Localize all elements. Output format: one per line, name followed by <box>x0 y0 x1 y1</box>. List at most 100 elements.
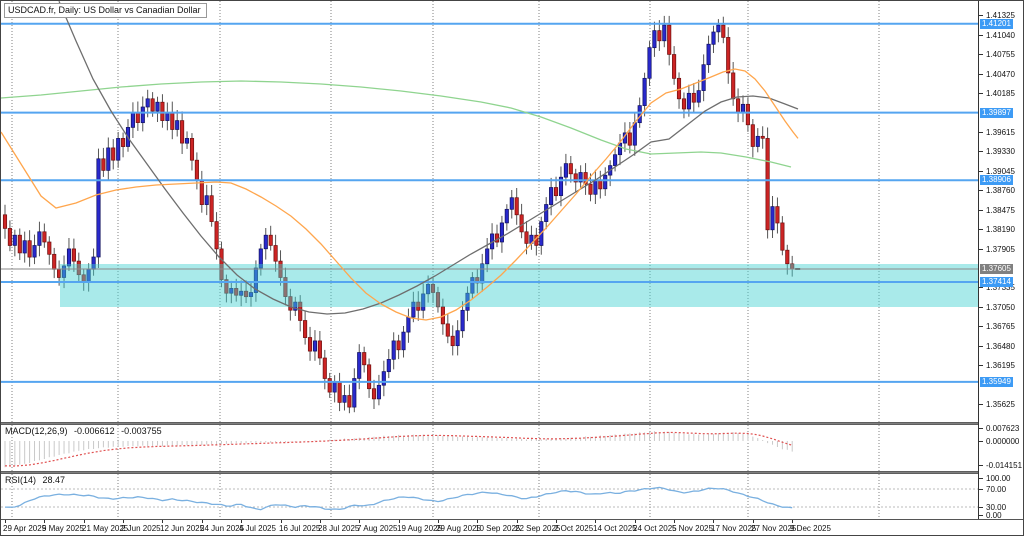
candle-body <box>32 245 37 258</box>
candle-body <box>116 138 121 161</box>
time-tick <box>44 520 45 523</box>
ma-slow-green-line <box>1 80 792 168</box>
candle-body <box>52 253 57 270</box>
candle-body <box>681 98 687 110</box>
candle-body <box>765 138 770 231</box>
candle-body <box>499 222 504 243</box>
candle-body <box>71 248 76 262</box>
price-tick-label: 1.40185 <box>986 89 1015 98</box>
candle-body <box>263 234 268 250</box>
time-tick <box>713 520 714 523</box>
price-tick-label: 1.40755 <box>986 50 1015 59</box>
price-tick <box>979 507 983 508</box>
candle-body <box>426 283 431 295</box>
candle-body <box>755 135 760 147</box>
sr-zone-rectangle <box>60 264 978 307</box>
candle-body <box>583 172 588 185</box>
candle-body <box>711 31 716 45</box>
candle-body <box>460 309 465 332</box>
chart-title: USDCAD.fr, Daily: US Dollar vs Canadian … <box>4 3 207 18</box>
candle-body <box>317 340 322 359</box>
candle-body <box>121 138 126 147</box>
candle-body <box>613 154 618 166</box>
candle-body <box>2 214 8 229</box>
rsi-pane[interactable] <box>1 474 978 519</box>
candle-body <box>150 98 155 112</box>
candle-body <box>170 112 175 130</box>
candle-body <box>627 132 632 146</box>
time-tick <box>5 520 6 523</box>
time-tick <box>281 520 282 523</box>
candle-body <box>716 24 721 33</box>
candle-body <box>750 124 755 147</box>
candle-body <box>731 72 736 100</box>
price-axis[interactable]: 1.41325 1.41040 1.40755 1.40470 1.40185 1.396… <box>978 1 1023 520</box>
candle-body <box>184 138 190 144</box>
price-tick-label: 0.000000 <box>986 437 1020 446</box>
time-tick-label: 5 Nov 2025 <box>672 524 713 533</box>
time-tick <box>399 520 400 523</box>
time-tick-label: 17 Nov 2025 <box>711 524 757 533</box>
candle-body <box>66 248 72 267</box>
price-tick <box>979 478 983 479</box>
price-tick <box>979 249 983 250</box>
candle-body <box>657 30 662 42</box>
candle-body <box>37 231 42 246</box>
main-price-pane[interactable] <box>1 1 978 422</box>
candle-body <box>27 240 32 258</box>
candle-body <box>568 163 573 175</box>
candle-body <box>553 187 559 197</box>
price-tick <box>979 287 983 288</box>
candle-body <box>524 231 529 244</box>
candle-body <box>662 24 667 42</box>
candle-body <box>101 158 106 171</box>
price-tick <box>979 190 983 191</box>
time-tick <box>635 520 636 523</box>
time-tick-label: 9 May 2025 <box>42 524 84 533</box>
macd-pane[interactable] <box>1 425 978 471</box>
time-tick <box>241 520 242 523</box>
price-tick <box>979 229 983 230</box>
candle-body <box>204 195 209 205</box>
price-tick <box>979 210 983 211</box>
rsi-value: 28.47 <box>42 475 66 485</box>
candle-body <box>672 54 677 79</box>
price-tick <box>979 151 983 152</box>
price-tick-label: 100.00 <box>986 474 1011 483</box>
pane-separator-1[interactable] <box>1 422 1023 425</box>
candle-body <box>155 101 160 112</box>
price-tick-label: 1.38760 <box>986 186 1015 195</box>
sr-price-tag: 1.35949 <box>980 377 1013 387</box>
price-tick-label: 1.37905 <box>986 245 1015 254</box>
price-tick <box>979 15 983 16</box>
candle-body <box>740 103 746 113</box>
price-tick-label: 1.38475 <box>986 206 1015 215</box>
candle-body <box>76 260 81 276</box>
candle-body <box>135 112 140 123</box>
time-tick-label: 22 Sep 2025 <box>515 524 561 533</box>
ma-fast-orange-line <box>1 68 799 321</box>
time-axis[interactable]: 29 Apr 2025 9 May 2025 21 May 2025 2 Jun 20… <box>1 519 1023 535</box>
candle-body <box>598 180 603 190</box>
candle-body <box>785 249 790 265</box>
candle-body <box>106 147 111 171</box>
candle-body <box>504 208 509 224</box>
candle-body <box>578 172 583 183</box>
current-price-tag: 1.37605 <box>980 264 1013 274</box>
price-tick <box>979 54 983 55</box>
pane-separator-2[interactable] <box>1 471 1023 474</box>
candle-body <box>111 147 116 161</box>
candle-body <box>268 234 273 246</box>
price-tick <box>979 171 983 172</box>
candle-body <box>288 296 293 311</box>
candle-body <box>563 163 568 178</box>
time-tick <box>359 520 360 523</box>
price-tick-label: 1.37050 <box>986 303 1015 312</box>
candle-body <box>632 122 637 146</box>
price-tick <box>979 326 983 327</box>
candle-body <box>573 173 578 183</box>
macd-signal-line <box>4 431 793 467</box>
candle-body <box>17 234 22 254</box>
candle-body <box>347 395 352 408</box>
candle-body <box>362 352 367 366</box>
